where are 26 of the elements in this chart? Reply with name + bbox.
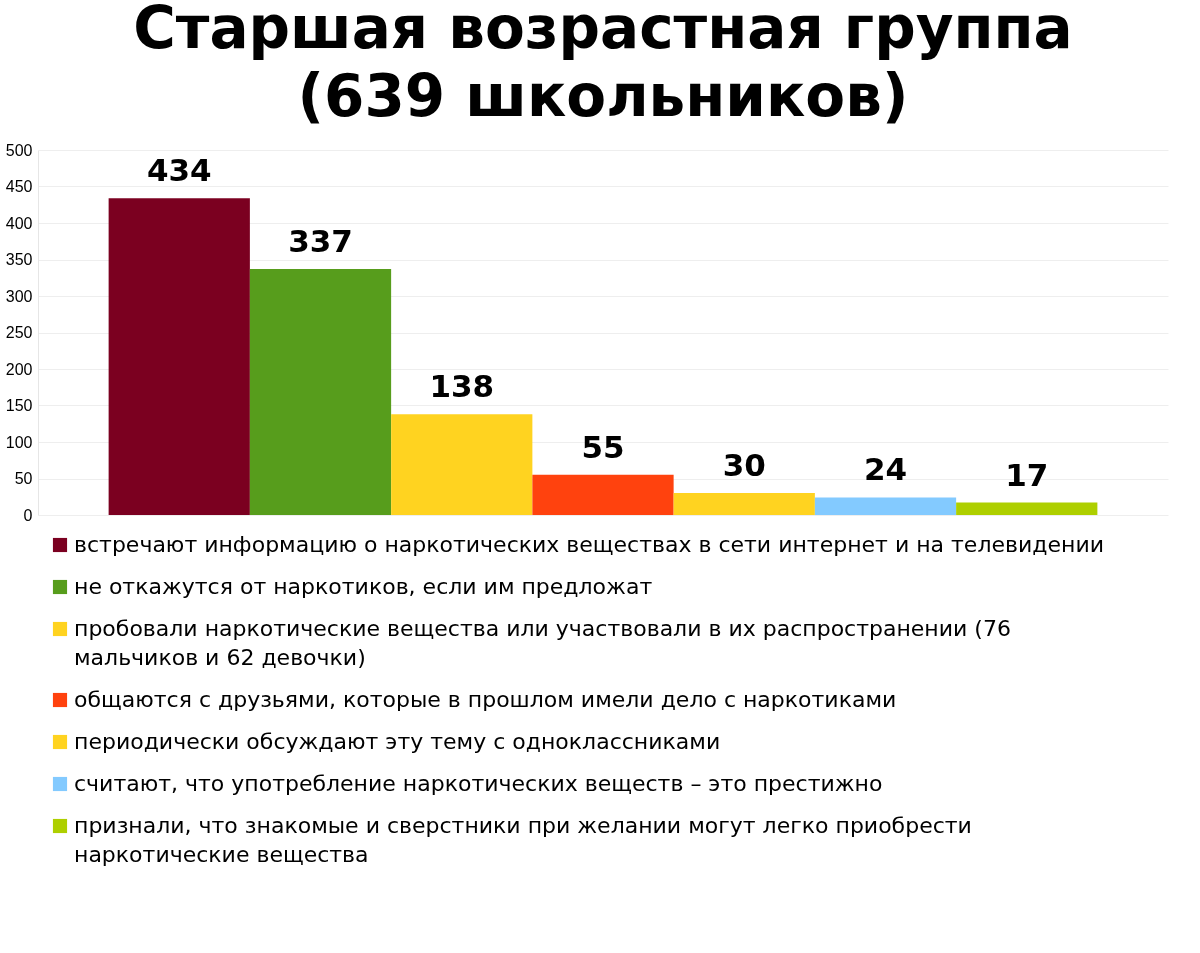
data-label: 55 — [581, 428, 625, 465]
y-tick-label: 100 — [5, 433, 33, 451]
data-label: 138 — [429, 368, 495, 405]
y-tick-label: 450 — [5, 178, 33, 195]
y-tick-label: 250 — [5, 324, 33, 341]
data-label: 30 — [722, 447, 766, 484]
legend-label: признали, что знакомые и сверстники при желании могут легко приобрести наркотические вещества — [74, 813, 972, 867]
data-label: 17 — [1005, 456, 1049, 493]
chart-title: Старшая возрастная группа (639 школьников) — [133, 0, 1073, 130]
y-tick-label: 400 — [5, 214, 33, 232]
data-label: 24 — [863, 451, 908, 488]
y-tick-label: 50 — [14, 470, 33, 487]
y-tick-label: 500 — [5, 141, 33, 159]
legend-label: считают, что употребление наркотических веществ – это престижно — [74, 771, 883, 796]
y-tick-label: 300 — [5, 287, 33, 305]
legend-label: периодически обсуждают эту тему с одноклассниками — [74, 729, 721, 754]
data-label: 434 — [146, 152, 212, 189]
data-label: 337 — [288, 222, 353, 259]
y-tick-label: 150 — [5, 397, 33, 414]
legend-label: встречают информацию о наркотических веществах в сети интернет и на телевидении — [74, 532, 1104, 557]
y-tick-label: 0 — [23, 506, 33, 524]
legend-label: общаются с друзьями, которые в прошлом имели дело с наркотиками — [74, 687, 897, 712]
y-tick-label: 200 — [5, 360, 33, 378]
legend-label: не откажутся от наркотиков, если им предложат — [74, 574, 653, 599]
legend-label: пробовали наркотические вещества или участвовали в их распространении (76 мальчиков и 62 девочки) — [74, 616, 1011, 670]
y-tick-label: 350 — [5, 251, 33, 268]
